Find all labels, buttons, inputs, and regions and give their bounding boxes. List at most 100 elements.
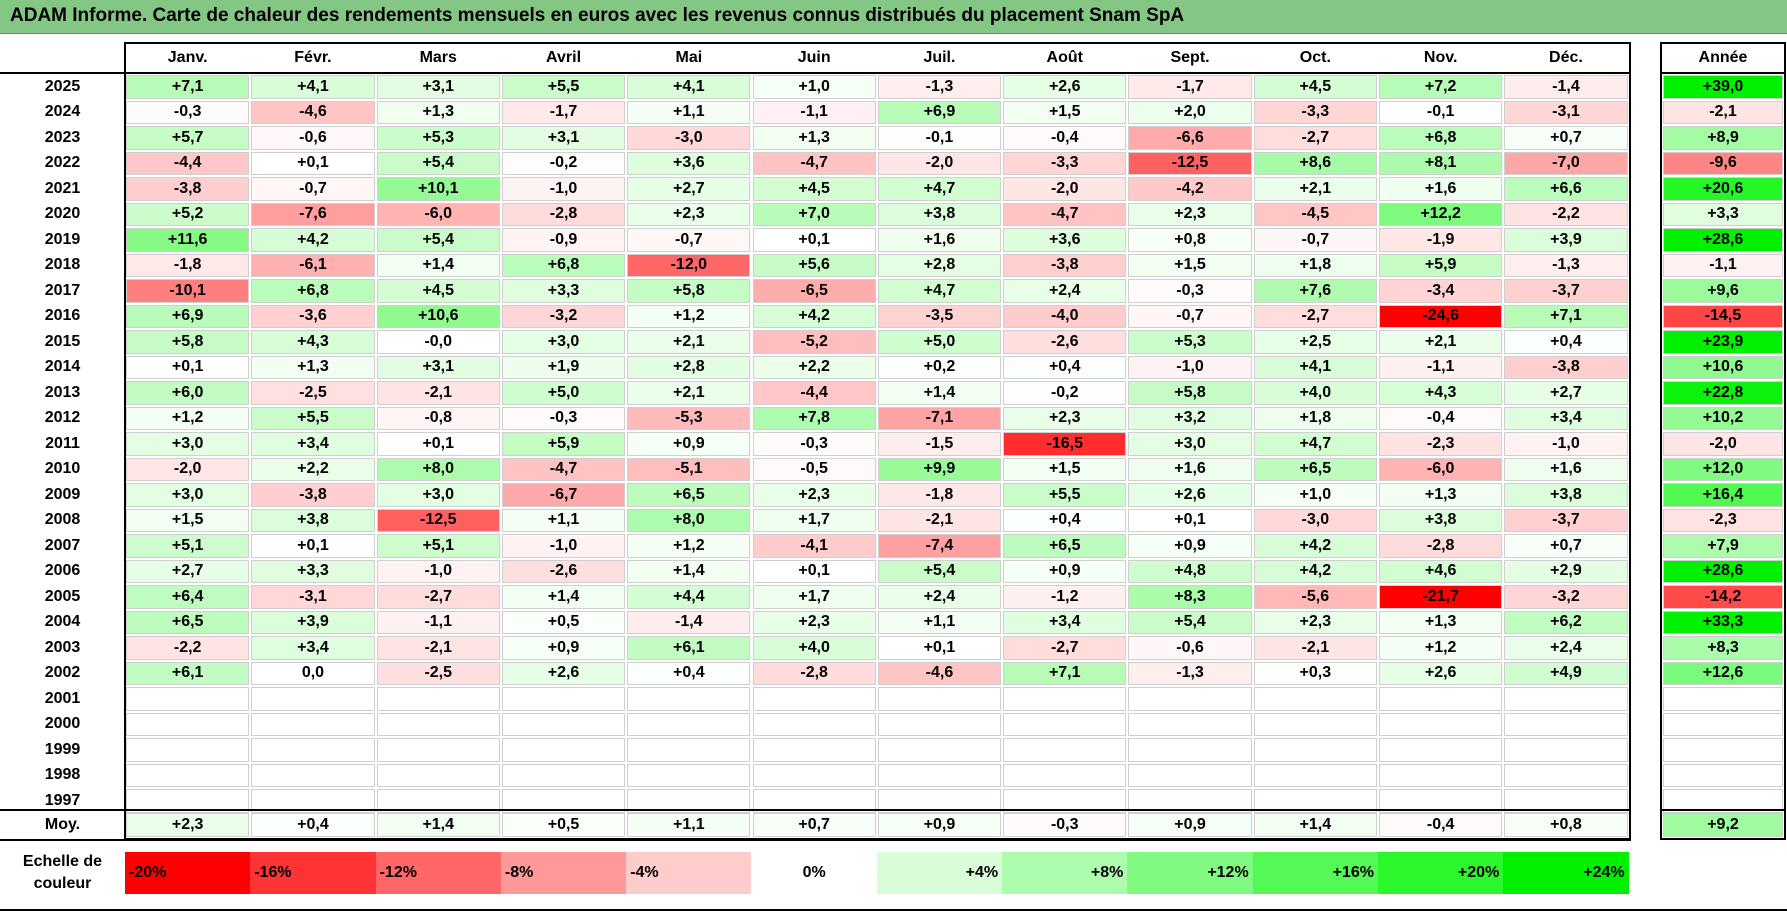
average-cell: +0,9	[1128, 813, 1252, 837]
row-year-label: 2004	[44, 613, 81, 631]
average-cell: -0,4	[1379, 813, 1503, 837]
heatmap-cell: +1,2	[627, 304, 751, 328]
heatmap-cell: -1,4	[1504, 75, 1628, 99]
row-year-label: 2005	[44, 587, 81, 605]
heatmap-cell: +5,3	[1128, 330, 1252, 354]
row-year-label: 2016	[44, 307, 81, 325]
heatmap-cell	[1504, 763, 1628, 787]
heatmap-cell: +2,3	[627, 202, 751, 226]
chart-title: ADAM Informe. Carte de chaleur des rende…	[10, 5, 1185, 26]
heatmap-cell: -3,7	[1504, 279, 1628, 303]
heatmap-cell: -2,7	[1253, 304, 1377, 328]
heatmap-cell	[251, 687, 375, 711]
color-scale-label: Echelle de couleur	[22, 853, 103, 892]
heatmap-cell: -1,3	[1128, 661, 1252, 685]
row-year-label: 2019	[44, 230, 81, 248]
heatmap-cell: +3,0	[501, 330, 626, 354]
heatmap-cell: +4,8	[1128, 559, 1252, 583]
average-cell: +0,5	[501, 813, 626, 837]
row-year-label: 2025	[44, 77, 81, 95]
heatmap-cell: +4,7	[1253, 432, 1377, 456]
heatmap-cell: +1,2	[1379, 636, 1503, 660]
year-column-header: Année	[1698, 49, 1748, 66]
heatmap-cell: +7,1	[126, 75, 250, 99]
heatmap-cell: +1,7	[752, 508, 876, 532]
annual-cell: +16,4	[1663, 483, 1783, 507]
heatmap-cell: -4,4	[126, 151, 250, 175]
heatmap-cell: +0,1	[251, 534, 375, 558]
heatmap-cell: -6,0	[376, 202, 500, 226]
average-separator-year	[1660, 809, 1786, 811]
heatmap-cell: +4,0	[752, 636, 876, 660]
column-header: Sept.	[1170, 49, 1210, 66]
heatmap-cell	[627, 687, 751, 711]
heatmap-cell: +1,0	[1253, 483, 1377, 507]
heatmap-cell	[126, 712, 250, 736]
heatmap-cell: +8,6	[1253, 151, 1377, 175]
heatmap-cell: +5,7	[126, 126, 250, 150]
heatmap-cell: -0,3	[501, 406, 626, 430]
heatmap-cell	[1003, 712, 1127, 736]
heatmap-cell: +5,0	[877, 330, 1002, 354]
heatmap-cell: +0,4	[1504, 330, 1628, 354]
heatmap-cell: +8,0	[376, 457, 500, 481]
annual-cell: +20,6	[1663, 177, 1783, 201]
heatmap-cell: -12,5	[376, 508, 500, 532]
heatmap-cell: +0,3	[1253, 661, 1377, 685]
heatmap-cell	[877, 687, 1002, 711]
heatmap-cell: +1,1	[877, 610, 1002, 634]
heatmap-cell: -4,0	[1003, 304, 1127, 328]
heatmap-cell: +4,7	[877, 177, 1002, 201]
heatmap-cell	[376, 763, 500, 787]
heatmap-cell: -5,6	[1253, 585, 1377, 609]
heatmap-cell: +6,5	[1253, 457, 1377, 481]
heatmap-cell: +3,0	[1128, 432, 1252, 456]
heatmap-cell: -2,0	[877, 151, 1002, 175]
heatmap-cell: +9,9	[877, 457, 1002, 481]
heatmap-cell	[1128, 738, 1252, 762]
heatmap-cell: -0,1	[1379, 100, 1503, 124]
heatmap-cell: +0,2	[877, 355, 1002, 379]
heatmap-cell: +5,4	[1128, 610, 1252, 634]
heatmap-cell	[752, 738, 876, 762]
heatmap-cell: +10,1	[376, 177, 500, 201]
page-bottom-border	[0, 909, 1787, 911]
annual-cell	[1663, 789, 1783, 813]
annual-cell: +8,9	[1663, 126, 1783, 150]
heatmap-cell: -3,7	[1504, 508, 1628, 532]
annual-cell: +28,6	[1663, 228, 1783, 252]
heatmap-cell	[1253, 763, 1377, 787]
heatmap-cell	[877, 763, 1002, 787]
row-year-label: 2002	[44, 664, 81, 682]
heatmap-cell	[251, 789, 375, 813]
heatmap-cell: +2,3	[1253, 610, 1377, 634]
heatmap-cell: -2,8	[1379, 534, 1503, 558]
heatmap-cell	[1379, 763, 1503, 787]
heatmap-cell: +2,3	[752, 610, 876, 634]
heatmap-cell: +5,9	[1379, 253, 1503, 277]
heatmap-cell: +7,1	[1003, 661, 1127, 685]
header-separator-year	[1660, 72, 1786, 74]
row-year-label: 1998	[44, 766, 81, 784]
heatmap-cell: -2,1	[877, 508, 1002, 532]
heatmap-cell: +2,8	[627, 355, 751, 379]
annual-cell: +12,0	[1663, 457, 1783, 481]
heatmap-cell: +6,5	[627, 483, 751, 507]
heatmap-cell: +6,2	[1504, 610, 1628, 634]
annual-cell: +33,3	[1663, 610, 1783, 634]
heatmap-cell: +1,2	[126, 406, 250, 430]
annual-cell: -14,2	[1663, 585, 1783, 609]
heatmap-cell: -0,4	[1379, 406, 1503, 430]
heatmap-cell: +2,1	[627, 381, 751, 405]
heatmap-cell	[501, 687, 626, 711]
heatmap-cell: +8,1	[1379, 151, 1503, 175]
heatmap-cell: +2,3	[1128, 202, 1252, 226]
heatmap-cell: +1,8	[1253, 406, 1377, 430]
row-year-label: 1997	[44, 791, 81, 809]
heatmap-cell: +1,2	[627, 534, 751, 558]
heatmap-cell: +5,8	[1128, 381, 1252, 405]
heatmap-cell: +4,1	[627, 75, 751, 99]
heatmap-cell: +7,1	[1504, 304, 1628, 328]
column-header: Déc.	[1549, 49, 1583, 66]
